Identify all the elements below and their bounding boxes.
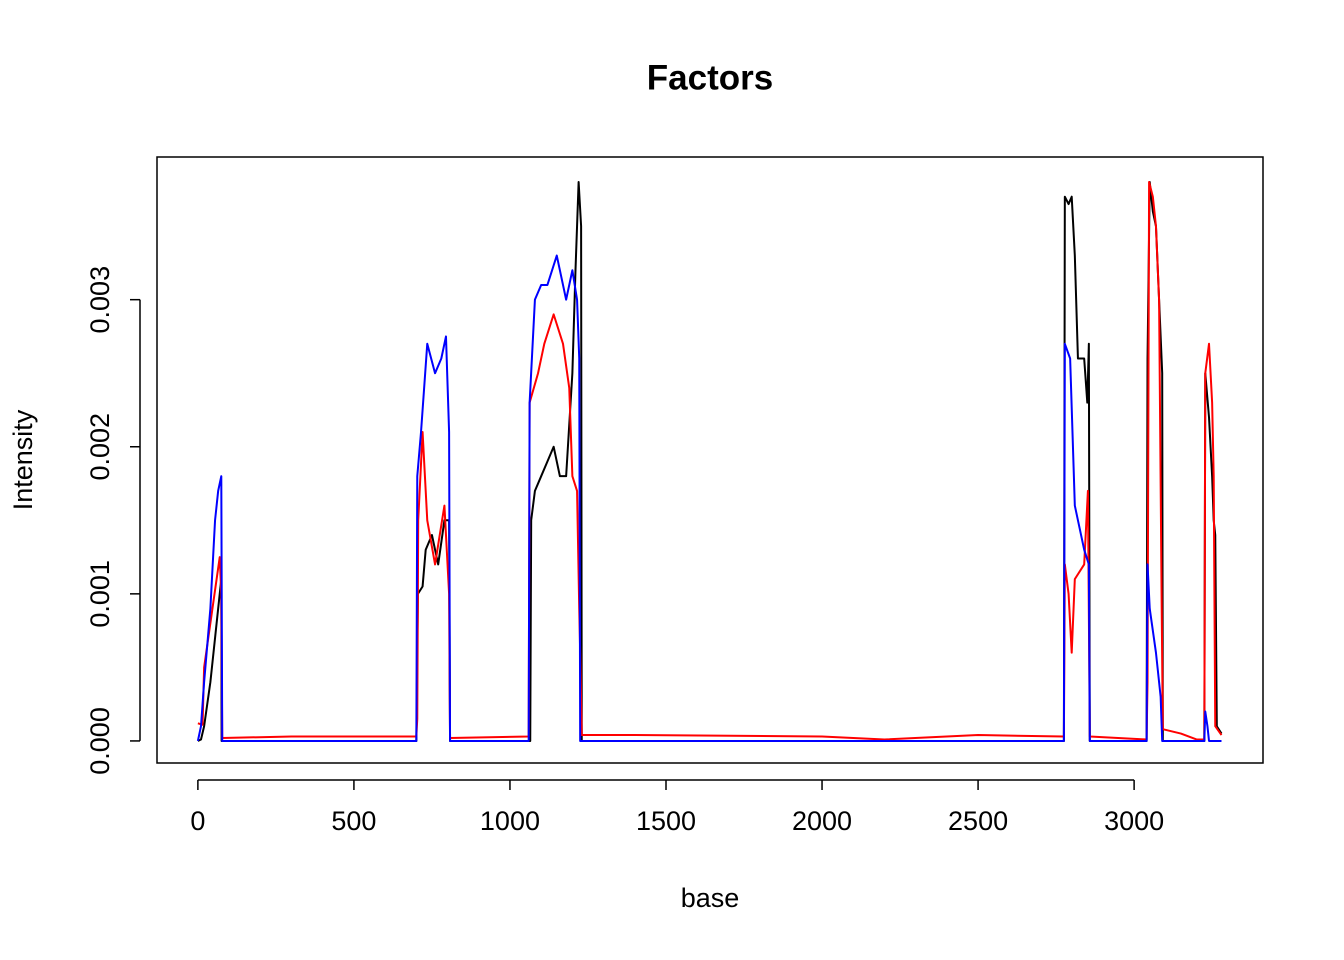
x-tick-label: 3000: [1104, 806, 1164, 836]
y-tick-label: 0.000: [85, 707, 115, 775]
x-tick-label: 500: [331, 806, 376, 836]
y-tick-label: 0.001: [85, 560, 115, 628]
y-tick-label: 0.003: [85, 266, 115, 334]
data-line: [197, 181, 1223, 742]
x-tick-label: 0: [190, 806, 205, 836]
plot-frame: [156, 156, 1264, 764]
x-tick-label: 2500: [948, 806, 1008, 836]
x-tick-label: 1000: [480, 806, 540, 836]
x-tick-label: 2000: [792, 806, 852, 836]
x-axis-label: base: [681, 883, 740, 913]
data-line: [197, 181, 1223, 741]
data-line: [196, 254, 1222, 742]
y-tick-label: 0.002: [85, 413, 115, 481]
x-tick-label: 1500: [636, 806, 696, 836]
y-axis-label: Intensity: [8, 409, 38, 510]
chart-title: Factors: [647, 58, 773, 97]
